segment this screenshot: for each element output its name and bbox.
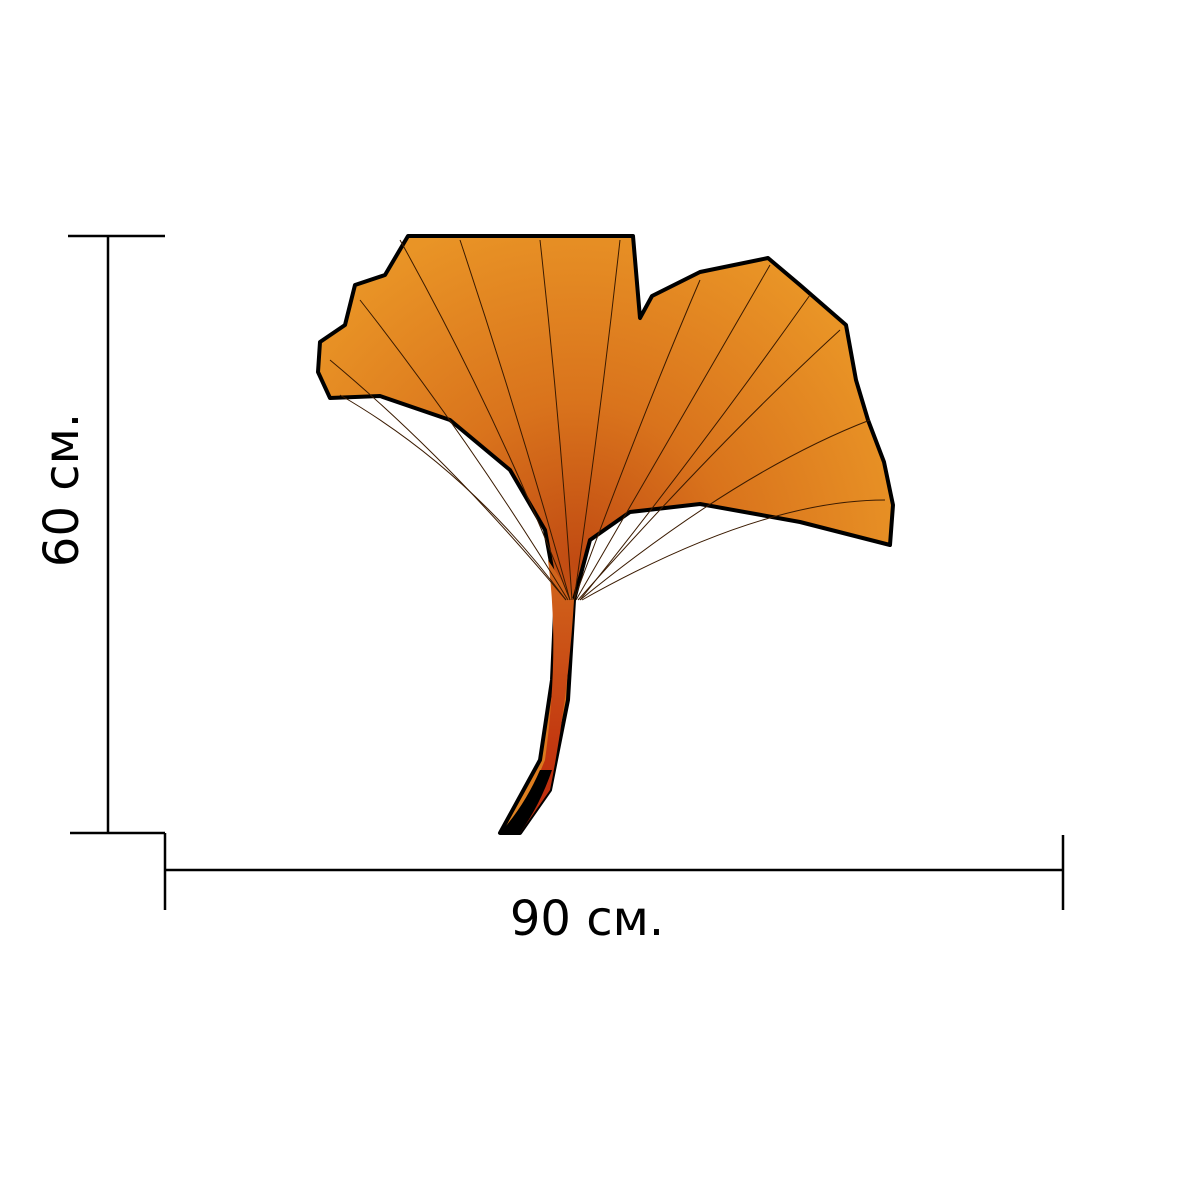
width-label: 90 см.	[510, 891, 664, 947]
leaf	[316, 234, 895, 835]
dimension-lines	[68, 234, 1065, 910]
height-label: 60 см.	[34, 413, 90, 567]
